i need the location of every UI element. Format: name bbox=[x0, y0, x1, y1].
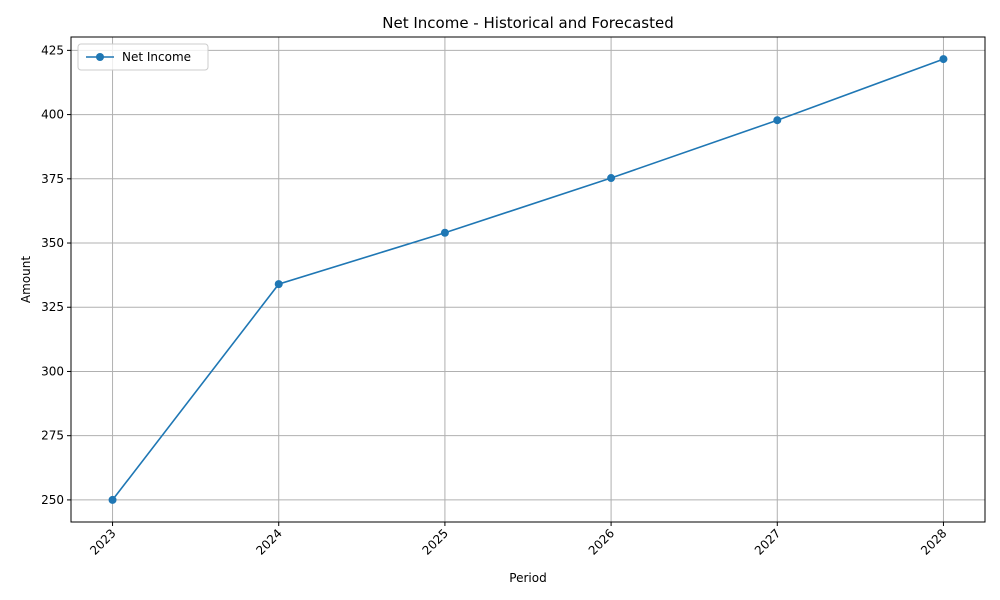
y-tick-label: 275 bbox=[41, 429, 64, 443]
legend-marker-swatch bbox=[96, 53, 104, 61]
x-axis-label: Period bbox=[509, 571, 546, 585]
data-point bbox=[939, 55, 948, 64]
data-point bbox=[607, 174, 616, 183]
legend: Net Income bbox=[77, 43, 209, 71]
legend-label: Net Income bbox=[122, 50, 191, 64]
series-layer bbox=[108, 55, 948, 504]
data-point bbox=[108, 495, 117, 504]
grid-lines bbox=[71, 37, 985, 522]
data-point bbox=[440, 228, 449, 237]
y-axis-label: Amount bbox=[19, 256, 33, 303]
y-tick-label: 325 bbox=[41, 300, 64, 314]
y-tick-label: 300 bbox=[41, 364, 64, 378]
series-line bbox=[111, 58, 944, 501]
y-tick-label: 400 bbox=[41, 108, 64, 122]
data-point bbox=[274, 280, 283, 289]
chart-title: Net Income - Historical and Forecasted bbox=[382, 14, 673, 32]
plot-frame bbox=[70, 36, 986, 523]
y-tick-label: 250 bbox=[41, 493, 64, 507]
data-point bbox=[773, 116, 782, 125]
y-tick-label: 375 bbox=[41, 172, 64, 186]
y-tick-label: 350 bbox=[41, 236, 64, 250]
legend-box bbox=[77, 43, 209, 71]
y-tick-label: 425 bbox=[41, 43, 64, 57]
